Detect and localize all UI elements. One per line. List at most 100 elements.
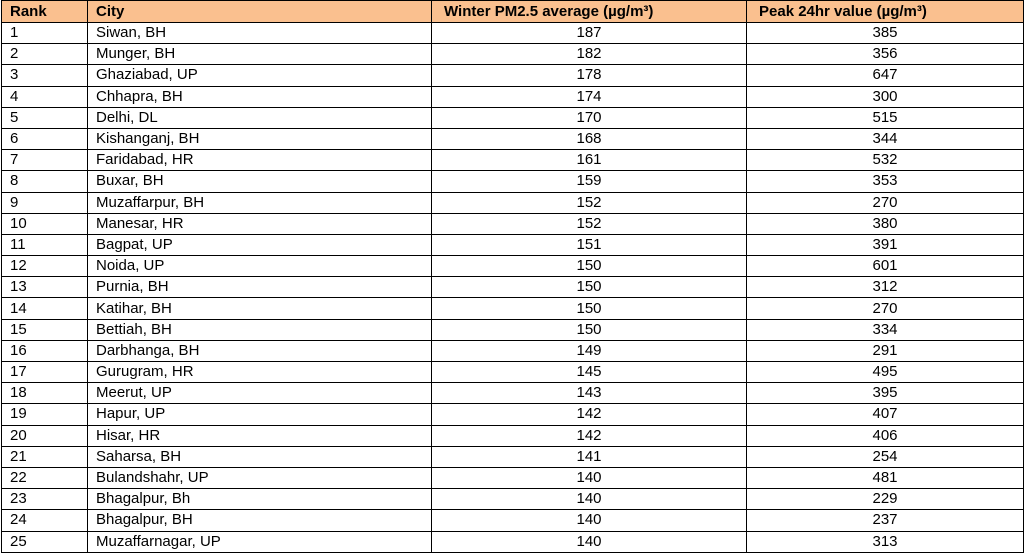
peak-value-cell: 312 [746,276,1024,299]
peak-value-cell: 270 [746,297,1024,320]
city-cell: Meerut, UP [87,382,432,405]
rank-cell: 19 [1,403,88,426]
city-cell: Muzaffarpur, BH [87,191,432,214]
table-row: 18 Meerut, UP 143 395 [1,382,1024,405]
peak-value-cell: 395 [746,382,1024,405]
table-row: 7 Faridabad, HR 161 532 [1,149,1024,172]
city-cell: Ghaziabad, UP [87,64,432,87]
rank-cell: 22 [1,466,88,490]
table-row: 15 Bettiah, BH 150 334 [1,318,1024,341]
city-cell: Purnia, BH [87,276,432,299]
rank-cell: 15 [1,318,88,341]
table-row: 6 Kishanganj, BH 168 344 [1,127,1024,151]
table-header: Rank City Winter PM2.5 average (µg/m³) Peak… [1,0,1024,23]
peak-value-cell: 481 [746,466,1024,490]
city-cell: Gurugram, HR [87,360,432,384]
table-row: 19 Hapur, UP 142 407 [1,403,1024,426]
peak-value-cell: 270 [746,191,1024,214]
rank-cell: 17 [1,360,88,384]
winter-average-cell: 187 [431,21,747,45]
city-cell: Hapur, UP [87,403,432,426]
winter-average-cell: 150 [431,255,747,278]
peak-value-cell: 515 [746,106,1024,129]
table-row: 13 Purnia, BH 150 312 [1,276,1024,299]
rank-cell: 13 [1,276,88,299]
table-row: 14 Katihar, BH 150 270 [1,297,1024,320]
header-cell: Peak 24hr value (µg/m³) [746,0,1024,23]
table-row: 11 Bagpat, UP 151 391 [1,233,1024,257]
city-cell: Delhi, DL [87,106,432,129]
winter-average-cell: 152 [431,212,747,235]
peak-value-cell: 254 [746,445,1024,468]
city-cell: Bhagalpur, BH [87,509,432,532]
table-row: 16 Darbhanga, BH 149 291 [1,339,1024,363]
winter-average-cell: 150 [431,276,747,299]
table-row: 1 Siwan, BH 187 385 [1,21,1024,45]
peak-value-cell: 406 [746,424,1024,447]
table-row: 25 Muzaffarnagar, UP 140 313 [1,530,1024,553]
winter-average-cell: 145 [431,360,747,384]
peak-value-cell: 353 [746,170,1024,193]
peak-value-cell: 495 [746,360,1024,384]
winter-average-cell: 159 [431,170,747,193]
city-cell: Muzaffarnagar, UP [87,530,432,553]
rank-cell: 3 [1,64,88,87]
winter-average-cell: 149 [431,339,747,363]
table-row: 24 Bhagalpur, BH 140 237 [1,509,1024,532]
winter-average-cell: 140 [431,530,747,553]
winter-average-cell: 143 [431,382,747,405]
table-row: 12 Noida, UP 150 601 [1,255,1024,278]
city-cell: Hisar, HR [87,424,432,447]
peak-value-cell: 391 [746,233,1024,257]
peak-value-cell: 647 [746,64,1024,87]
header-cell: Rank [1,0,88,23]
peak-value-cell: 356 [746,43,1024,66]
winter-average-cell: 142 [431,424,747,447]
peak-value-cell: 407 [746,403,1024,426]
peak-value-cell: 237 [746,509,1024,532]
rank-cell: 12 [1,255,88,278]
table-row: 23 Bhagalpur, Bh 140 229 [1,488,1024,511]
winter-average-cell: 140 [431,466,747,490]
peak-value-cell: 532 [746,149,1024,172]
peak-value-cell: 344 [746,127,1024,151]
rank-cell: 9 [1,191,88,214]
winter-average-cell: 140 [431,509,747,532]
header-row: Rank City Winter PM2.5 average (µg/m³) Peak… [1,0,1024,23]
table-row: 4 Chhapra, BH 174 300 [1,85,1024,108]
rank-cell: 23 [1,488,88,511]
city-cell: Darbhanga, BH [87,339,432,363]
rank-cell: 18 [1,382,88,405]
table-row: 5 Delhi, DL 170 515 [1,106,1024,129]
rank-cell: 14 [1,297,88,320]
peak-value-cell: 300 [746,85,1024,108]
winter-average-cell: 150 [431,318,747,341]
table-row: 10 Manesar, HR 152 380 [1,212,1024,235]
winter-average-cell: 174 [431,85,747,108]
rank-cell: 10 [1,212,88,235]
peak-value-cell: 229 [746,488,1024,511]
city-cell: Saharsa, BH [87,445,432,468]
winter-average-cell: 150 [431,297,747,320]
rank-cell: 4 [1,85,88,108]
rank-cell: 7 [1,149,88,172]
winter-average-cell: 161 [431,149,747,172]
city-cell: Munger, BH [87,43,432,66]
winter-average-cell: 178 [431,64,747,87]
rank-cell: 5 [1,106,88,129]
table-row: 8 Buxar, BH 159 353 [1,170,1024,193]
rank-cell: 6 [1,127,88,151]
table-body: 1 Siwan, BH 187 385 2 Munger, BH 182 356 3 Ghazia… [1,21,1024,553]
table-row: 9 Muzaffarpur, BH 152 270 [1,191,1024,214]
winter-average-cell: 182 [431,43,747,66]
winter-average-cell: 152 [431,191,747,214]
city-cell: Bhagalpur, Bh [87,488,432,511]
peak-value-cell: 380 [746,212,1024,235]
city-cell: Kishanganj, BH [87,127,432,151]
rank-cell: 25 [1,530,88,553]
winter-average-cell: 151 [431,233,747,257]
rank-cell: 20 [1,424,88,447]
city-cell: Katihar, BH [87,297,432,320]
